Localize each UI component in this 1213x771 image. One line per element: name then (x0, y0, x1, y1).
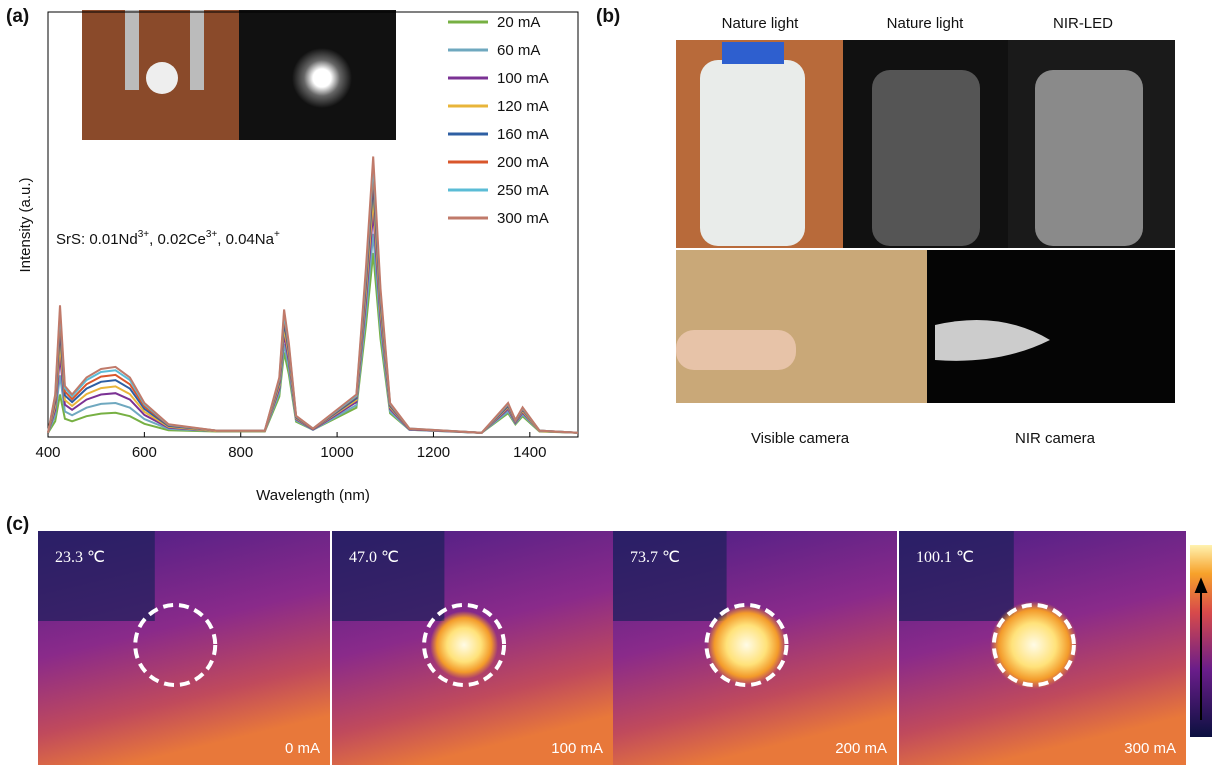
thermal-cold-region (899, 531, 1014, 621)
dashed-circle (422, 603, 507, 687)
x-tick-label: 1400 (513, 444, 546, 461)
x-tick-label: 800 (228, 444, 253, 461)
photo-detail (700, 60, 805, 246)
legend-label: 20 mA (497, 14, 540, 31)
panel-a: (a) SrS: 0.01Nd3+, 0.02Ce3+, 0.04Na+ Wav… (6, 6, 579, 504)
legend-label: 100 mA (497, 70, 549, 87)
x-tick-label: 600 (132, 444, 157, 461)
x-axis-label: Wavelength (nm) (256, 487, 370, 504)
photo-detail (935, 320, 1050, 361)
photo-detail (190, 10, 204, 90)
dashed-circle (133, 603, 218, 687)
photo-caption: NIR camera (1015, 430, 1096, 447)
photo-detail (146, 62, 178, 94)
x-tick-label: 400 (35, 444, 60, 461)
current-label: 300 mA (1124, 740, 1176, 757)
photo-caption: Nature light (722, 15, 800, 32)
thermal-cold-region (332, 531, 445, 621)
annotation-text: , 0.02Ce (149, 231, 206, 248)
photo-detail (722, 42, 784, 64)
legend-label: 160 mA (497, 126, 549, 143)
panel-label: (c) (6, 514, 29, 535)
dashed-circle (704, 603, 789, 687)
photo-detail (1035, 70, 1143, 246)
photo-detail (292, 48, 352, 108)
panel-b: (b) Nature light Nature light NIR-LED Vi… (596, 6, 1175, 447)
spectrum-line (47, 252, 579, 434)
dashed-circle (991, 603, 1076, 687)
thermal-cold-region (38, 531, 155, 621)
current-label: 200 mA (835, 740, 887, 757)
superscript: + (274, 229, 280, 240)
spectrum-line (47, 156, 579, 434)
thermal-cold-region (613, 531, 727, 621)
y-axis-label: Intensity (a.u.) (17, 177, 34, 272)
legend-label: 120 mA (497, 98, 549, 115)
superscript: 3+ (206, 229, 218, 240)
temperature-label: 23.3 ℃ (55, 549, 105, 566)
superscript: 3+ (138, 229, 150, 240)
hot-spot (989, 601, 1078, 689)
photo-caption: Nature light (887, 15, 965, 32)
current-label: 100 mA (551, 740, 603, 757)
annotation-text: , 0.04Na (217, 231, 274, 248)
temperature-label: 47.0 ℃ (349, 549, 399, 566)
spectrum-line (47, 233, 579, 434)
legend-label: 250 mA (497, 182, 549, 199)
colorbar-arrow (1194, 577, 1208, 720)
plot-frame (47, 11, 579, 438)
legend-label: 300 mA (497, 210, 549, 227)
panel-label: (a) (6, 6, 29, 27)
annotation: SrS: 0.01Nd3+, 0.02Ce3+, 0.04Na+ (56, 229, 280, 248)
photo-detail (125, 10, 139, 90)
panel-label: (b) (596, 6, 620, 27)
temperature-label: 73.7 ℃ (630, 549, 680, 566)
photo (676, 250, 927, 403)
x-tick-label: 1000 (320, 444, 353, 461)
panel-c: (c) 23.3 ℃ 0 mA 47.0 ℃ 100 mA 73.7 ℃ 200 mA 10… (6, 514, 1212, 765)
photo-caption: Visible camera (751, 430, 850, 447)
photo-detail (676, 330, 796, 370)
current-label: 0 mA (285, 740, 320, 757)
legend-label: 60 mA (497, 42, 540, 59)
temperature-label: 100.1 ℃ (916, 549, 974, 566)
hot-spot (706, 605, 787, 685)
annotation-text: SrS: 0.01Nd (56, 231, 138, 248)
legend-label: 200 mA (497, 154, 549, 171)
hot-spot (430, 611, 499, 679)
x-tick-label: 1200 (417, 444, 450, 461)
photo-detail (872, 70, 980, 246)
photo-caption: NIR-LED (1053, 15, 1113, 32)
